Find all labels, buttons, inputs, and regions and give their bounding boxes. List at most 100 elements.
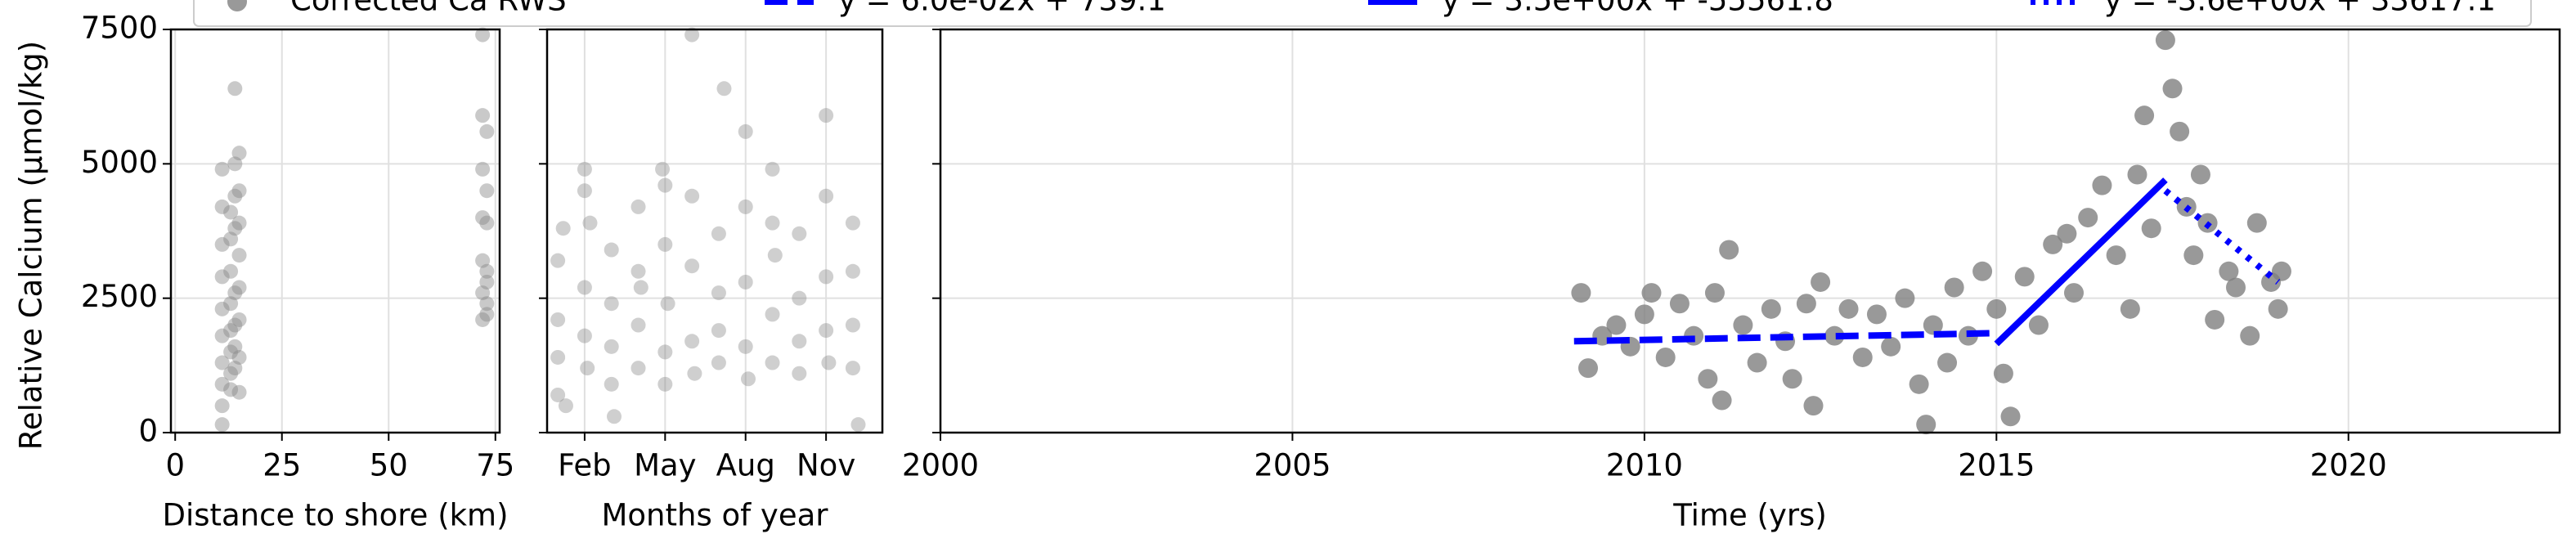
point bbox=[631, 317, 646, 333]
point bbox=[657, 344, 673, 360]
point bbox=[231, 183, 247, 199]
x-tick-label: 2005 bbox=[1254, 448, 1331, 483]
point bbox=[227, 81, 243, 96]
point bbox=[214, 328, 230, 343]
point bbox=[1866, 304, 1887, 325]
point bbox=[1972, 261, 1993, 281]
point bbox=[231, 312, 247, 327]
point bbox=[1719, 240, 1739, 260]
point bbox=[2246, 213, 2267, 233]
point bbox=[684, 188, 700, 204]
point bbox=[660, 296, 675, 312]
point bbox=[475, 312, 491, 327]
legend-box bbox=[193, 0, 2532, 27]
axes-frame bbox=[169, 28, 501, 434]
point bbox=[1824, 325, 1845, 346]
point bbox=[1803, 396, 1824, 416]
point bbox=[227, 221, 243, 236]
point bbox=[850, 417, 866, 433]
point bbox=[555, 221, 571, 236]
point bbox=[475, 161, 491, 177]
point bbox=[2057, 223, 2077, 244]
point bbox=[792, 226, 807, 241]
point bbox=[223, 204, 239, 220]
point bbox=[765, 355, 780, 370]
point bbox=[227, 285, 243, 301]
point bbox=[223, 263, 239, 279]
point bbox=[711, 323, 726, 339]
x-tick-label: Aug bbox=[716, 448, 775, 483]
point bbox=[231, 248, 247, 263]
point bbox=[550, 253, 566, 268]
point bbox=[1712, 390, 1732, 411]
point bbox=[1895, 288, 1915, 308]
point bbox=[657, 177, 673, 193]
legend-label: y = 3.5e+00x + -55561.8 bbox=[1442, 0, 1833, 18]
point bbox=[1796, 294, 1816, 314]
legend-label: y = 6.0e-02x + 739.1 bbox=[838, 0, 1166, 18]
point bbox=[1838, 298, 1859, 319]
point bbox=[231, 384, 247, 400]
point bbox=[577, 328, 592, 343]
point bbox=[223, 231, 239, 247]
point bbox=[214, 301, 230, 316]
legend: Corrected Ca RWS y = 6.0e-02x + 739.1 y = … bbox=[193, 0, 2532, 27]
legend-label: Corrected Ca RWS bbox=[290, 0, 567, 18]
point bbox=[845, 317, 860, 333]
point bbox=[604, 339, 619, 354]
x-axis-label: Distance to shore (km) bbox=[162, 498, 508, 533]
x-tick-label: 25 bbox=[263, 448, 301, 483]
point bbox=[792, 290, 807, 306]
point bbox=[607, 409, 622, 424]
point bbox=[1782, 369, 1802, 389]
point bbox=[765, 307, 780, 322]
point bbox=[479, 307, 495, 322]
point bbox=[631, 199, 646, 214]
point bbox=[2226, 277, 2246, 298]
point bbox=[479, 274, 495, 289]
point bbox=[684, 334, 700, 349]
point bbox=[2120, 298, 2140, 319]
point bbox=[1916, 415, 1936, 435]
point bbox=[2134, 105, 2155, 126]
x-tick-label: 75 bbox=[476, 448, 514, 483]
point bbox=[214, 398, 230, 414]
point bbox=[2219, 261, 2239, 281]
point bbox=[1704, 283, 1725, 303]
point bbox=[2170, 121, 2190, 141]
point bbox=[1937, 352, 1958, 373]
point bbox=[1881, 336, 1901, 357]
point bbox=[2205, 309, 2225, 330]
point bbox=[604, 296, 619, 312]
point bbox=[582, 215, 598, 231]
point bbox=[738, 199, 753, 214]
point bbox=[1669, 294, 1690, 314]
point bbox=[475, 210, 491, 226]
point bbox=[2000, 406, 2021, 427]
x-tick-label: 2000 bbox=[902, 448, 979, 483]
axes-frame bbox=[939, 28, 2561, 434]
point bbox=[633, 280, 648, 295]
point bbox=[227, 156, 243, 172]
point bbox=[741, 371, 756, 387]
point bbox=[2078, 208, 2098, 228]
point bbox=[604, 376, 619, 392]
point bbox=[604, 242, 619, 258]
point bbox=[657, 236, 673, 252]
x-tick-label: Nov bbox=[797, 448, 855, 483]
point bbox=[214, 417, 230, 433]
point bbox=[765, 215, 780, 231]
point bbox=[1993, 363, 2013, 384]
point bbox=[711, 285, 726, 301]
point bbox=[845, 215, 860, 231]
point bbox=[214, 376, 230, 392]
point bbox=[1634, 304, 1654, 325]
point bbox=[550, 349, 566, 365]
point bbox=[1986, 298, 2007, 319]
point bbox=[767, 248, 783, 263]
point bbox=[2127, 164, 2147, 185]
legend-label: y = -3.6e+00x + 33617.1 bbox=[2104, 0, 2496, 18]
point bbox=[1606, 315, 1627, 335]
point bbox=[475, 108, 491, 123]
point bbox=[1852, 347, 1873, 367]
